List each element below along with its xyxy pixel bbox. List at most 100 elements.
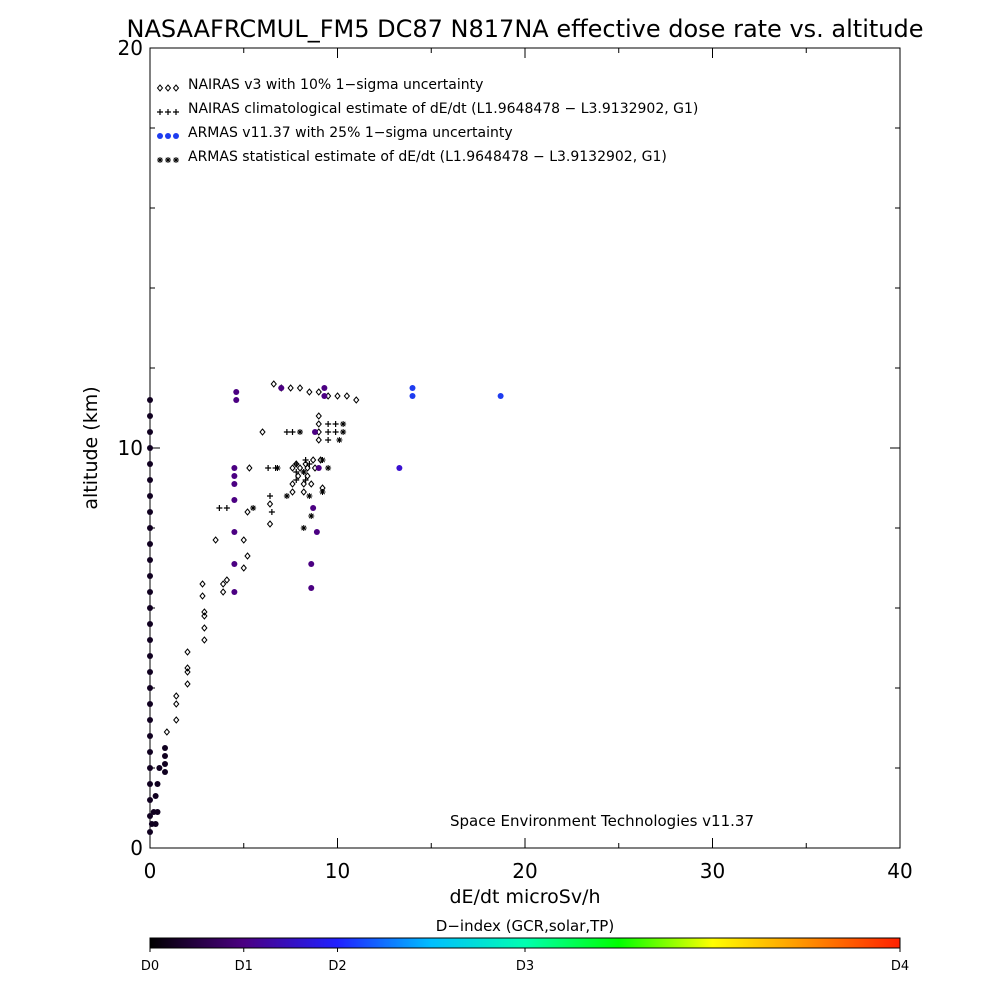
data-point [147, 397, 153, 403]
data-point [497, 393, 504, 399]
data-point [289, 429, 296, 435]
data-point [201, 612, 208, 620]
data-point [173, 716, 180, 724]
data-point [293, 461, 300, 467]
legend-marker [165, 109, 171, 115]
data-point [147, 541, 153, 547]
data-point [244, 508, 251, 516]
legend: NAIRAS v3 with 10% 1−sigma uncertainty NA… [156, 77, 698, 165]
data-point [162, 761, 168, 767]
data-point [332, 421, 339, 427]
data-point [147, 605, 153, 611]
x-tick-label: 40 [887, 859, 912, 883]
legend-label: NAIRAS climatological estimate of dE/dt … [188, 101, 698, 117]
data-point [184, 648, 191, 656]
data-point [231, 529, 238, 535]
data-point [306, 493, 313, 499]
data-point [152, 793, 159, 799]
data-markers [147, 380, 504, 835]
legend-marker [157, 109, 163, 115]
data-point [296, 384, 304, 392]
data-point [313, 529, 320, 535]
data-point [147, 525, 153, 531]
data-point [353, 396, 360, 404]
data-point [293, 469, 300, 475]
chart-title: NASAAFRCMUL_FM5 DC87 N817NA effective do… [127, 15, 924, 43]
colorbar-label: D4 [891, 959, 909, 974]
data-point [315, 436, 322, 444]
data-point [300, 469, 307, 475]
data-point [409, 393, 416, 399]
data-point [340, 421, 347, 427]
data-point [244, 552, 251, 560]
data-point [223, 576, 231, 584]
data-point [147, 781, 153, 787]
y-axis-label: altitude (km) [80, 386, 102, 509]
data-point [231, 465, 238, 471]
data-point [308, 561, 315, 567]
data-point [325, 437, 332, 443]
legend-marker [172, 84, 180, 92]
data-point [184, 668, 191, 676]
data-point [325, 421, 332, 427]
data-point [332, 429, 339, 435]
legend-marker [165, 157, 171, 163]
data-point [212, 536, 219, 544]
legend-marker [173, 109, 179, 115]
data-point [274, 465, 281, 471]
data-point [147, 733, 153, 739]
data-point [270, 380, 277, 388]
data-point [409, 385, 416, 391]
y-tick-label: 20 [118, 36, 143, 60]
colorbar-label: D1 [235, 959, 253, 974]
colorbar-label: D2 [328, 959, 346, 974]
data-point [201, 608, 208, 616]
data-point [343, 392, 351, 400]
x-tick-label: 20 [512, 859, 537, 883]
data-point [315, 388, 322, 396]
x-tick-label: 0 [144, 859, 157, 883]
data-point [147, 669, 153, 675]
data-point [306, 461, 313, 467]
data-point [310, 505, 317, 511]
data-point [162, 769, 168, 775]
data-point [219, 580, 227, 588]
data-point [304, 472, 311, 480]
credit-text: Space Environment Technologies v11.37 [450, 812, 754, 830]
data-point [246, 464, 253, 472]
x-axis-label: dE/dt microSv/h [449, 886, 600, 908]
data-point [289, 480, 296, 488]
data-point [147, 493, 153, 499]
data-point [293, 477, 300, 483]
data-point [162, 745, 168, 751]
data-point [231, 497, 238, 503]
data-point [147, 621, 153, 627]
data-point [147, 765, 153, 771]
data-point [302, 477, 309, 483]
data-point [240, 536, 247, 544]
data-point [396, 465, 403, 471]
data-point [152, 821, 159, 827]
legend-marker [164, 84, 172, 92]
data-point [321, 385, 328, 391]
colorbar-labels: D0 D1 D2 D3 D4 [141, 948, 909, 974]
data-point [219, 588, 227, 596]
data-point [296, 464, 304, 472]
data-point [336, 437, 343, 443]
data-point [147, 445, 153, 451]
legend-marker [173, 157, 179, 163]
colorbar-label: D3 [516, 959, 534, 974]
data-point [162, 753, 168, 759]
data-point [233, 389, 240, 395]
legend-marker [173, 133, 179, 139]
data-point [147, 685, 153, 691]
x-tick-label: 10 [325, 859, 350, 883]
data-point [199, 580, 206, 588]
data-point [223, 505, 230, 511]
data-point [289, 464, 296, 472]
data-point [147, 813, 153, 819]
data-point [147, 653, 153, 659]
data-point [300, 525, 307, 531]
plot-frame [149, 47, 901, 849]
data-point [278, 385, 285, 391]
